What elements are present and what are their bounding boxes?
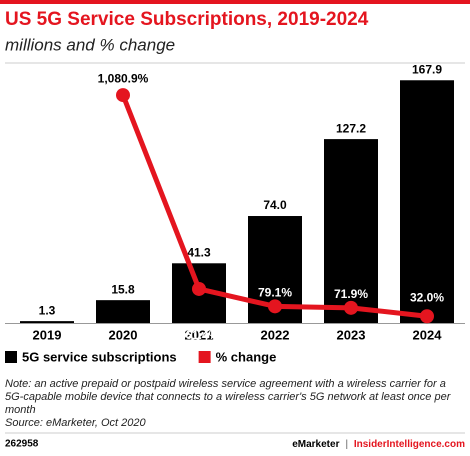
footer-brand: eMarketer | InsiderIntelligence.com bbox=[292, 439, 465, 450]
bar bbox=[96, 300, 150, 323]
bar-label: 15.8 bbox=[111, 282, 135, 296]
separator: | bbox=[345, 439, 348, 450]
chart-subtitle: millions and % change bbox=[5, 35, 175, 54]
point bbox=[192, 281, 206, 296]
top-rule bbox=[0, 0, 470, 4]
bar-label: 41.3 bbox=[187, 245, 211, 259]
legend-label: % change bbox=[216, 349, 277, 364]
legend-label: 5G service subscriptions bbox=[22, 349, 177, 364]
bar-label: 127.2 bbox=[336, 121, 366, 135]
point bbox=[344, 300, 358, 315]
site: InsiderIntelligence.com bbox=[354, 439, 465, 450]
point-label: 161.4% bbox=[179, 328, 220, 342]
point-label: 71.9% bbox=[334, 287, 368, 301]
note: Note: an active prepaid or postpaid wire… bbox=[5, 378, 451, 416]
x-tick-label: 2020 bbox=[109, 327, 138, 342]
source: Source: eMarketer, Oct 2020 bbox=[5, 417, 146, 429]
x-tick-label: 2022 bbox=[261, 327, 290, 342]
bar-label: 167.9 bbox=[412, 62, 442, 76]
x-tick-label: 2024 bbox=[413, 327, 443, 342]
bar-label: 1.3 bbox=[39, 303, 56, 317]
bar-label: 74.0 bbox=[263, 198, 287, 212]
bar bbox=[400, 80, 454, 323]
point bbox=[116, 88, 130, 103]
x-tick-label: 2021 bbox=[185, 327, 214, 342]
point-label: 1,080.9% bbox=[98, 71, 149, 85]
chart-title: US 5G Service Subscriptions, 2019-2024 bbox=[5, 9, 369, 30]
point bbox=[268, 299, 282, 314]
bar bbox=[324, 139, 378, 323]
x-tick-label: 2019 bbox=[33, 327, 62, 342]
point-label: 32.0% bbox=[410, 290, 444, 304]
point-label: 79.1% bbox=[258, 285, 292, 299]
legend-swatch bbox=[5, 351, 17, 363]
legend-swatch bbox=[198, 351, 211, 363]
footer-id: 262958 bbox=[5, 439, 39, 450]
notes: Note: an active prepaid or postpaid wire… bbox=[5, 378, 467, 430]
point bbox=[420, 309, 434, 324]
brand: eMarketer bbox=[292, 439, 339, 450]
x-tick-label: 2023 bbox=[337, 327, 366, 342]
bar bbox=[20, 321, 74, 323]
